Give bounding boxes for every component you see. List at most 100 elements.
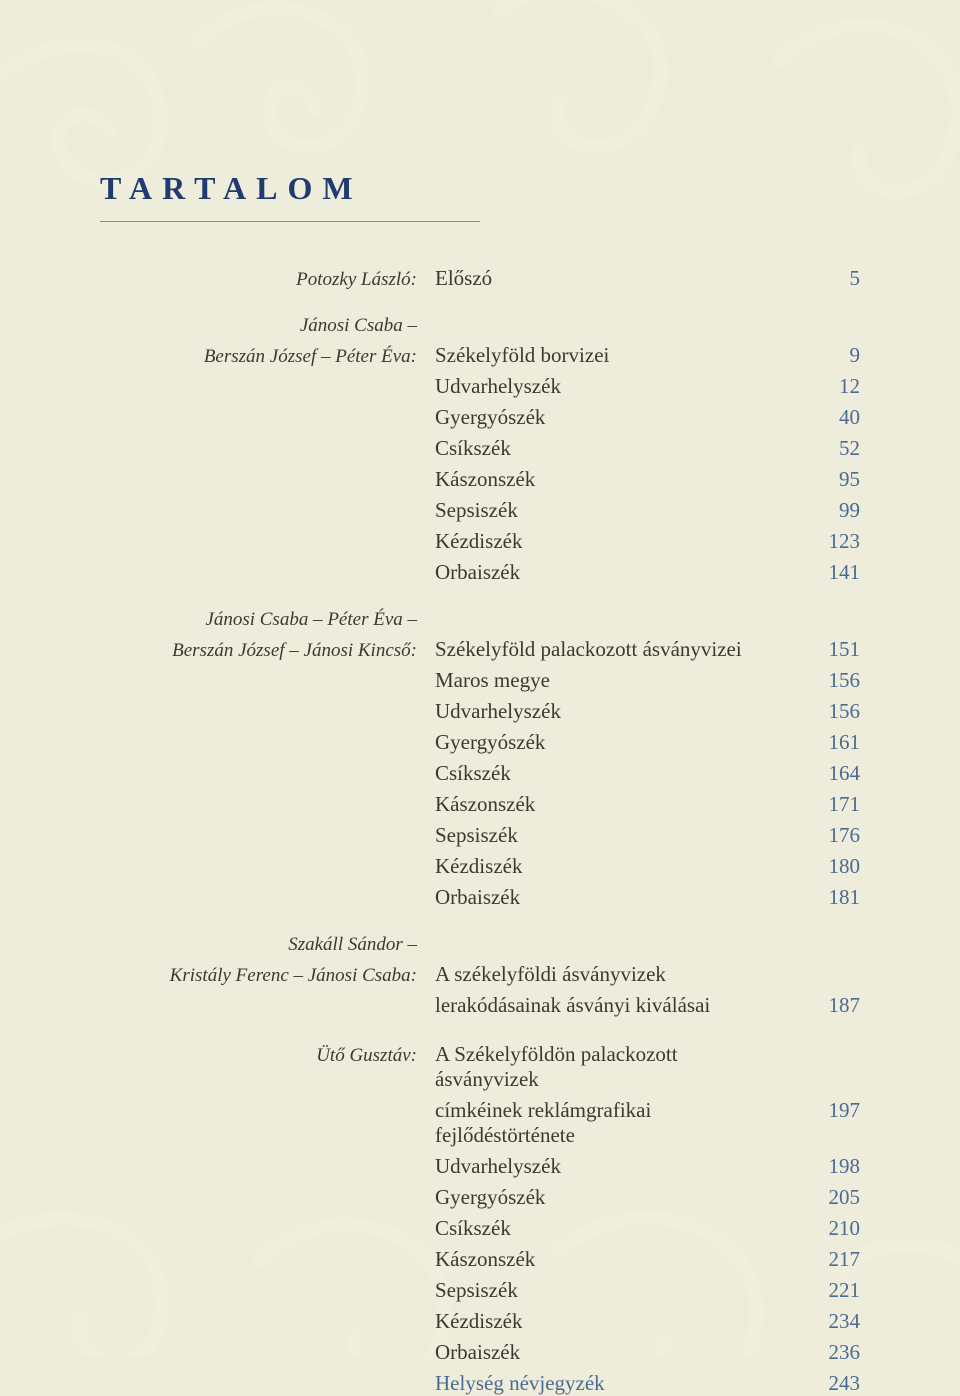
toc-title: Székelyföld borvizei: [435, 343, 800, 368]
toc-title: Maros megye: [435, 668, 800, 693]
toc-title: A Székelyföldön palackozott ásványvizek: [435, 1042, 800, 1092]
toc-title: Kézdiszék: [435, 529, 800, 554]
toc-row: Udvarhelyszék156: [100, 699, 860, 724]
toc-title: Orbaiszék: [435, 1340, 800, 1365]
toc-row: Orbaiszék181: [100, 885, 860, 910]
toc-page-number: 243: [800, 1371, 860, 1396]
toc-title: Székelyföld palackozott ásványvizei: [435, 637, 800, 662]
toc-title: Gyergyószék: [435, 730, 800, 755]
toc-page-number: 236: [800, 1340, 860, 1365]
toc-page-number: 161: [800, 730, 860, 755]
toc-row: Ütő Gusztáv:A Székelyföldön palackozott …: [100, 1042, 860, 1092]
toc-row: Udvarhelyszék12: [100, 374, 860, 399]
toc-row: Orbaiszék141: [100, 560, 860, 585]
toc-row: Kristály Ferenc – Jánosi Csaba:A székely…: [100, 962, 860, 987]
toc-author: Szakáll Sándor –: [100, 934, 435, 956]
toc-row: Berszán József – Jánosi Kincső:Székelyfö…: [100, 637, 860, 662]
toc-page-number: 205: [800, 1185, 860, 1210]
toc-row: Kászonszék95: [100, 467, 860, 492]
toc-title: Csíkszék: [435, 436, 800, 461]
toc-title: Orbaiszék: [435, 560, 800, 585]
toc-page-number: 187: [800, 993, 860, 1018]
toc-page-number: 171: [800, 792, 860, 817]
toc-page-number: 95: [800, 467, 860, 492]
toc-row: Sepsiszék221: [100, 1278, 860, 1303]
toc-row: lerakódásainak ásványi kiválásai187: [100, 993, 860, 1018]
toc-title: Sepsiszék: [435, 1278, 800, 1303]
toc-page-number: 234: [800, 1309, 860, 1334]
toc-row: Gyergyószék205: [100, 1185, 860, 1210]
toc-title: Kézdiszék: [435, 1309, 800, 1334]
toc-row: Maros megye156: [100, 668, 860, 693]
toc-row: Kászonszék217: [100, 1247, 860, 1272]
toc-page-number: 217: [800, 1247, 860, 1272]
toc-title: Gyergyószék: [435, 1185, 800, 1210]
toc-page-number: 156: [800, 699, 860, 724]
toc-author: Ütő Gusztáv:: [100, 1045, 435, 1067]
toc-row: Sepsiszék99: [100, 498, 860, 523]
toc-title: Kászonszék: [435, 1247, 800, 1272]
toc-title: Előszó: [435, 266, 800, 291]
toc-row: Kézdiszék180: [100, 854, 860, 879]
toc-page-number: 156: [800, 668, 860, 693]
toc-row: Csíkszék210: [100, 1216, 860, 1241]
section-gap: [100, 916, 860, 934]
toc-row: Szakáll Sándor –: [100, 934, 860, 956]
toc-row: Csíkszék164: [100, 761, 860, 786]
toc-title: Gyergyószék: [435, 405, 800, 430]
toc-author: Potozky László:: [100, 269, 435, 291]
toc-row: Kézdiszék234: [100, 1309, 860, 1334]
toc-page-number: 198: [800, 1154, 860, 1179]
toc-row: Jánosi Csaba –: [100, 315, 860, 337]
toc-row: Helység névjegyzék243: [100, 1371, 860, 1396]
toc-title: lerakódásainak ásványi kiválásai: [435, 993, 800, 1018]
toc-page-number: 9: [800, 343, 860, 368]
section-gap: [100, 591, 860, 609]
toc-row: Kászonszék171: [100, 792, 860, 817]
toc-page-number: 197: [800, 1098, 860, 1123]
toc-row: Jánosi Csaba – Péter Éva –: [100, 609, 860, 631]
toc-author: Berszán József – Péter Éva:: [100, 346, 435, 368]
toc-title: Orbaiszék: [435, 885, 800, 910]
toc-page-number: 123: [800, 529, 860, 554]
toc-author: Jánosi Csaba –: [100, 315, 435, 337]
toc-row: Gyergyószék40: [100, 405, 860, 430]
toc-title: Udvarhelyszék: [435, 699, 800, 724]
toc-title: Sepsiszék: [435, 823, 800, 848]
toc-author: Berszán József – Jánosi Kincső:: [100, 640, 435, 662]
toc-page-number: 210: [800, 1216, 860, 1241]
toc-row: Berszán József – Péter Éva:Székelyföld b…: [100, 343, 860, 368]
toc-page-number: 52: [800, 436, 860, 461]
toc-title: Kászonszék: [435, 467, 800, 492]
table-of-contents: Potozky László:Előszó5 Jánosi Csaba – Bers…: [100, 266, 860, 1396]
toc-row: Kézdiszék123: [100, 529, 860, 554]
toc-page-number: 151: [800, 637, 860, 662]
toc-row: Csíkszék52: [100, 436, 860, 461]
toc-page-number: 181: [800, 885, 860, 910]
toc-row: Gyergyószék161: [100, 730, 860, 755]
toc-page-number: 176: [800, 823, 860, 848]
toc-page-number: 99: [800, 498, 860, 523]
toc-row: Potozky László:Előszó5: [100, 266, 860, 291]
toc-page-number: 180: [800, 854, 860, 879]
section-gap: [100, 297, 860, 315]
toc-title: Kászonszék: [435, 792, 800, 817]
toc-title: címkéinek reklámgrafikai fejlődéstörténe…: [435, 1098, 800, 1148]
toc-author: Jánosi Csaba – Péter Éva –: [100, 609, 435, 631]
toc-page-number: 164: [800, 761, 860, 786]
toc-title: A székelyföldi ásványvizek: [435, 962, 800, 987]
toc-title: Csíkszék: [435, 1216, 800, 1241]
toc-title: Sepsiszék: [435, 498, 800, 523]
toc-row: Udvarhelyszék198: [100, 1154, 860, 1179]
toc-page-number: 5: [800, 266, 860, 291]
page-content: TARTALOM Potozky László:Előszó5 Jánosi Cs…: [0, 0, 960, 1396]
toc-title: Udvarhelyszék: [435, 374, 800, 399]
toc-title: Csíkszék: [435, 761, 800, 786]
section-gap: [100, 1024, 860, 1042]
page-title: TARTALOM: [100, 170, 480, 222]
toc-row: Orbaiszék236: [100, 1340, 860, 1365]
toc-title[interactable]: Helység névjegyzék: [435, 1371, 800, 1396]
toc-page-number: 12: [800, 374, 860, 399]
toc-row: címkéinek reklámgrafikai fejlődéstörténe…: [100, 1098, 860, 1148]
toc-page-number: 40: [800, 405, 860, 430]
